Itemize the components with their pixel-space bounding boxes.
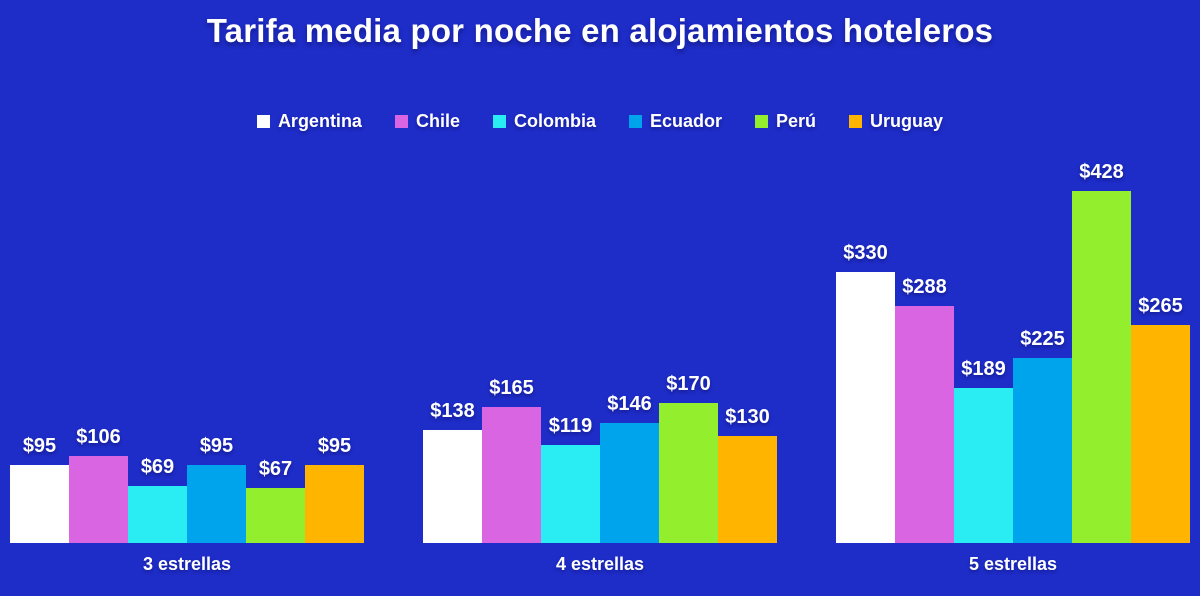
bar-chile-3: $288: [895, 276, 954, 543]
bar-rect-peru: [1072, 191, 1131, 543]
bar-rect-ecuador: [600, 423, 659, 543]
category-label: 3 estrellas: [142, 554, 232, 574]
bar-uruguay-1: $95: [305, 435, 364, 543]
bars-row: $138 $165 $119 $146 $170 $130: [423, 373, 777, 543]
bar-rect-uruguay: [305, 465, 364, 543]
legend-swatch-icon: [849, 115, 863, 128]
legend-item-colombia: Colombia: [492, 111, 596, 132]
bar-rect-chile: [482, 407, 541, 543]
category-label: 5 estrellas: [968, 554, 1058, 574]
bar-ecuador-3: $225: [1013, 328, 1072, 543]
bar-peru-3: $428: [1072, 161, 1131, 543]
bar-value-label: $138: [430, 400, 475, 422]
bar-rect-argentina: [423, 430, 482, 543]
legend-item-peru: Perú: [755, 111, 816, 132]
bar-argentina-3: $330: [836, 242, 895, 543]
legend-swatch-icon: [394, 115, 408, 128]
legend-item-uruguay: Uruguay: [849, 111, 943, 132]
bar-rect-uruguay: [1131, 325, 1190, 543]
bar-group-1: $95 $106 $69 $95 $67 $95 3 estrellas: [10, 426, 364, 596]
bar-value-label: $225: [1020, 328, 1065, 350]
legend-swatch-icon: [628, 115, 642, 128]
bar-value-label: $69: [140, 456, 175, 478]
legend-swatch-icon: [755, 115, 769, 128]
bar-value-label: $146: [607, 393, 652, 415]
legend-item-argentina: Argentina: [256, 111, 362, 132]
bar-value-label: $288: [902, 276, 947, 298]
bar-rect-chile: [895, 306, 954, 543]
legend-swatch-icon: [492, 115, 506, 128]
bar-ecuador-2: $146: [600, 393, 659, 543]
legend: Argentina Chile Colombia Ecuador Perú Uruguay: [0, 111, 1200, 132]
bar-value-label: $189: [961, 358, 1006, 380]
bar-value-label: $170: [666, 373, 711, 395]
bar-chile-2: $165: [482, 377, 541, 543]
legend-label: Chile: [415, 111, 460, 131]
bar-peru-1: $67: [246, 458, 305, 543]
bar-chile-1: $106: [69, 426, 128, 543]
legend-label: Perú: [776, 111, 817, 131]
bar-rect-colombia: [128, 486, 187, 543]
bar-value-label: $119: [548, 415, 593, 437]
bar-uruguay-2: $130: [718, 406, 777, 543]
bar-value-label: $95: [22, 435, 57, 457]
bar-value-label: $165: [489, 377, 534, 399]
bar-rect-argentina: [10, 465, 69, 543]
bar-value-label: $265: [1138, 295, 1183, 317]
legend-label: Uruguay: [870, 111, 944, 131]
bar-rect-peru: [246, 488, 305, 543]
bar-rect-argentina: [836, 272, 895, 543]
bar-rect-ecuador: [1013, 358, 1072, 543]
chart-title: Tarifa media por noche en alojamientos h…: [206, 12, 994, 49]
bar-rect-chile: [69, 456, 128, 543]
bar-colombia-2: $119: [541, 415, 600, 543]
bar-peru-2: $170: [659, 373, 718, 543]
category-label: 4 estrellas: [555, 554, 645, 574]
bar-group-2: $138 $165 $119 $146 $170 $130 4 estrellas: [423, 373, 777, 596]
bars-row: $95 $106 $69 $95 $67 $95: [10, 426, 364, 543]
bar-colombia-1: $69: [128, 456, 187, 543]
bar-value-label: $428: [1079, 161, 1124, 183]
legend-swatch-icon: [256, 115, 270, 128]
bar-value-label: $106: [76, 426, 121, 448]
bar-argentina-1: $95: [10, 435, 69, 543]
bar-ecuador-1: $95: [187, 435, 246, 543]
bar-rect-colombia: [954, 388, 1013, 543]
legend-item-ecuador: Ecuador: [628, 111, 723, 132]
legend-label: Argentina: [277, 111, 362, 131]
bar-uruguay-3: $265: [1131, 295, 1190, 543]
bar-value-label: $67: [258, 458, 293, 480]
bar-group-3: $330 $288 $189 $225 $428 $265 5 estrellas: [836, 161, 1190, 596]
plot-area: $95 $106 $69 $95 $67 $95 3 estrellas $138 $165 $1…: [10, 161, 1190, 596]
bar-rect-ecuador: [187, 465, 246, 543]
bar-rect-colombia: [541, 445, 600, 543]
bar-value-label: $330: [843, 242, 888, 264]
bars-row: $330 $288 $189 $225 $428 $265: [836, 161, 1190, 543]
legend-item-chile: Chile: [394, 111, 460, 132]
bar-argentina-2: $138: [423, 400, 482, 543]
bar-value-label: $95: [199, 435, 234, 457]
bar-rect-peru: [659, 403, 718, 543]
bar-colombia-3: $189: [954, 358, 1013, 543]
bar-value-label: $130: [725, 406, 770, 428]
legend-label: Ecuador: [649, 111, 723, 131]
bar-rect-uruguay: [718, 436, 777, 543]
bar-value-label: $95: [317, 435, 352, 457]
legend-label: Colombia: [513, 111, 596, 131]
